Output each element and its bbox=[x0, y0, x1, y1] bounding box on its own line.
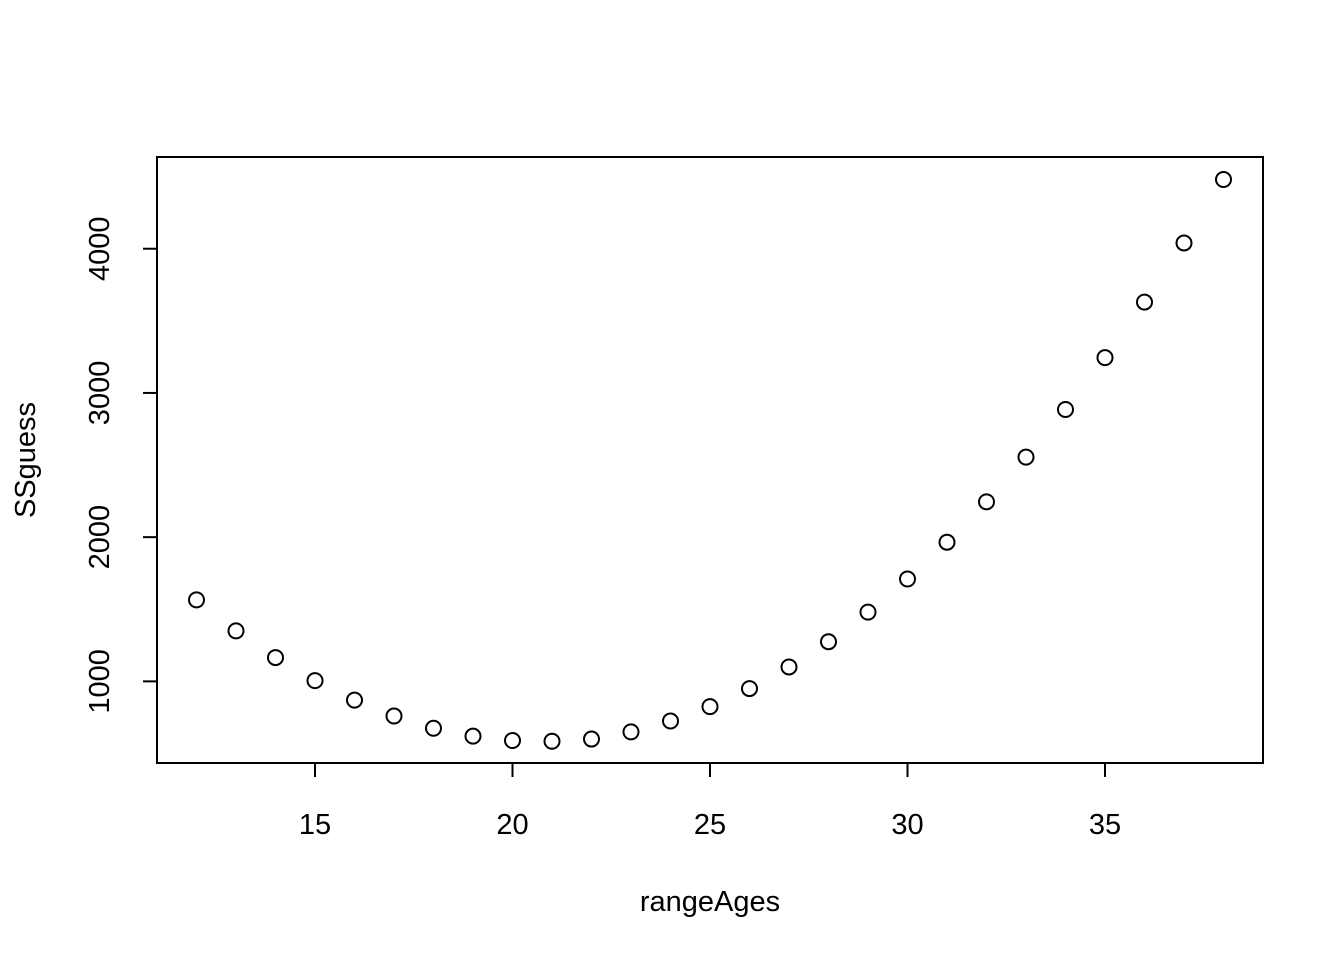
data-point bbox=[464, 727, 482, 745]
y-tick-label: 4000 bbox=[84, 216, 116, 281]
data-point bbox=[780, 658, 798, 676]
data-points bbox=[188, 170, 1232, 750]
data-point bbox=[899, 570, 916, 588]
data-point bbox=[306, 672, 324, 690]
y-axis-label: SSguess bbox=[10, 402, 42, 518]
data-point bbox=[622, 723, 640, 741]
data-point bbox=[267, 649, 284, 667]
plot-frame bbox=[156, 156, 1264, 764]
data-point bbox=[1136, 293, 1153, 311]
data-point bbox=[1057, 401, 1074, 419]
x-axis: 15 20 25 30 35 bbox=[299, 762, 1121, 841]
x-tick-label: 15 bbox=[299, 809, 331, 841]
data-point bbox=[346, 691, 363, 709]
data-point bbox=[504, 732, 521, 750]
data-point bbox=[227, 622, 245, 640]
y-tick-label: 3000 bbox=[84, 361, 116, 426]
data-point bbox=[543, 732, 561, 750]
x-tick-label: 35 bbox=[1089, 809, 1121, 841]
data-point bbox=[1175, 234, 1193, 252]
data-point bbox=[662, 712, 679, 730]
data-point bbox=[820, 633, 837, 651]
y-tick-label: 2000 bbox=[84, 505, 116, 570]
data-point bbox=[701, 698, 719, 716]
data-point bbox=[741, 680, 758, 698]
data-point bbox=[1096, 349, 1114, 367]
x-axis-label: rangeAges bbox=[640, 886, 780, 918]
data-point bbox=[1017, 448, 1035, 466]
x-tick-label: 20 bbox=[496, 809, 528, 841]
x-tick-label: 30 bbox=[891, 809, 923, 841]
data-point bbox=[859, 603, 877, 621]
data-point bbox=[425, 719, 442, 737]
data-point bbox=[583, 730, 600, 748]
data-point bbox=[188, 591, 205, 609]
data-point bbox=[1215, 170, 1232, 188]
data-point bbox=[978, 493, 995, 511]
data-point bbox=[938, 533, 956, 551]
x-tick-label: 25 bbox=[694, 809, 726, 841]
y-axis: 1000 2000 3000 4000 bbox=[84, 216, 158, 714]
data-point bbox=[385, 707, 403, 725]
y-tick-label: 1000 bbox=[84, 649, 116, 714]
